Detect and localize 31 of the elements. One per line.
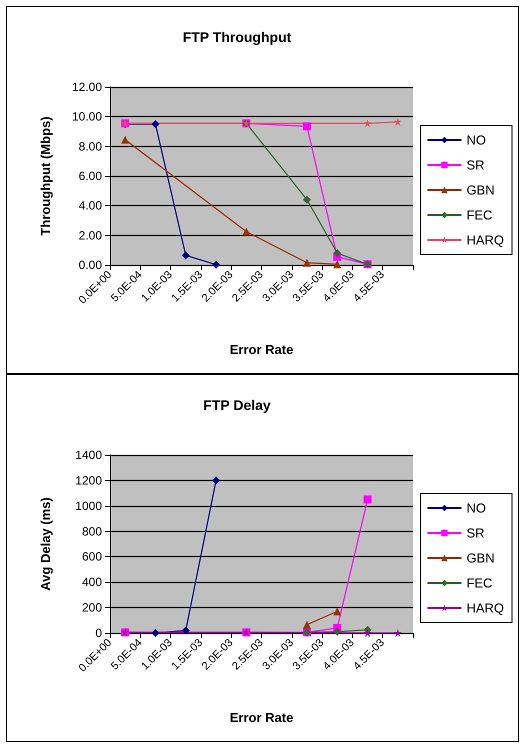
y-tick-label: 400: [82, 575, 102, 590]
y-tick-label: 4.00: [78, 198, 102, 213]
legend-label: HARQ: [466, 600, 504, 616]
x-axis-title: Error Rate: [230, 710, 294, 725]
legend-label: GBN: [466, 182, 495, 198]
y-tick-label: 600: [82, 550, 102, 564]
y-tick-label: 200: [82, 600, 102, 615]
legend-label: FEC: [466, 208, 492, 222]
legend-label: NO: [466, 500, 486, 516]
legend-label: SR: [466, 526, 485, 540]
y-tick-label: 10.00: [72, 110, 102, 124]
y-tick-label: 0.00: [78, 258, 102, 272]
y-tick-label: 1000: [75, 498, 102, 513]
legend-label: HARQ: [466, 232, 504, 248]
x-axis-title: Error Rate: [230, 342, 294, 357]
y-tick-label: 8.00: [78, 139, 102, 154]
chart-title: FTP Throughput: [182, 29, 292, 45]
y-axis-title: Avg Delay (ms): [38, 497, 53, 591]
y-tick-label: 2.00: [78, 228, 102, 242]
chart-title: FTP Delay: [203, 397, 271, 413]
y-tick-label: 800: [82, 524, 102, 538]
y-tick-label: 0: [95, 626, 102, 640]
legend-label: SR: [466, 158, 485, 172]
y-axis-title: Throughput (Mbps): [38, 116, 53, 236]
legend-label: NO: [466, 132, 486, 148]
y-tick-label: 1200: [75, 473, 102, 488]
y-tick-label: 12.00: [72, 80, 102, 94]
legend-label: GBN: [466, 550, 495, 566]
y-tick-label: 1400: [75, 448, 102, 462]
y-tick-label: 6.00: [78, 169, 102, 183]
legend-label: FEC: [466, 576, 492, 590]
